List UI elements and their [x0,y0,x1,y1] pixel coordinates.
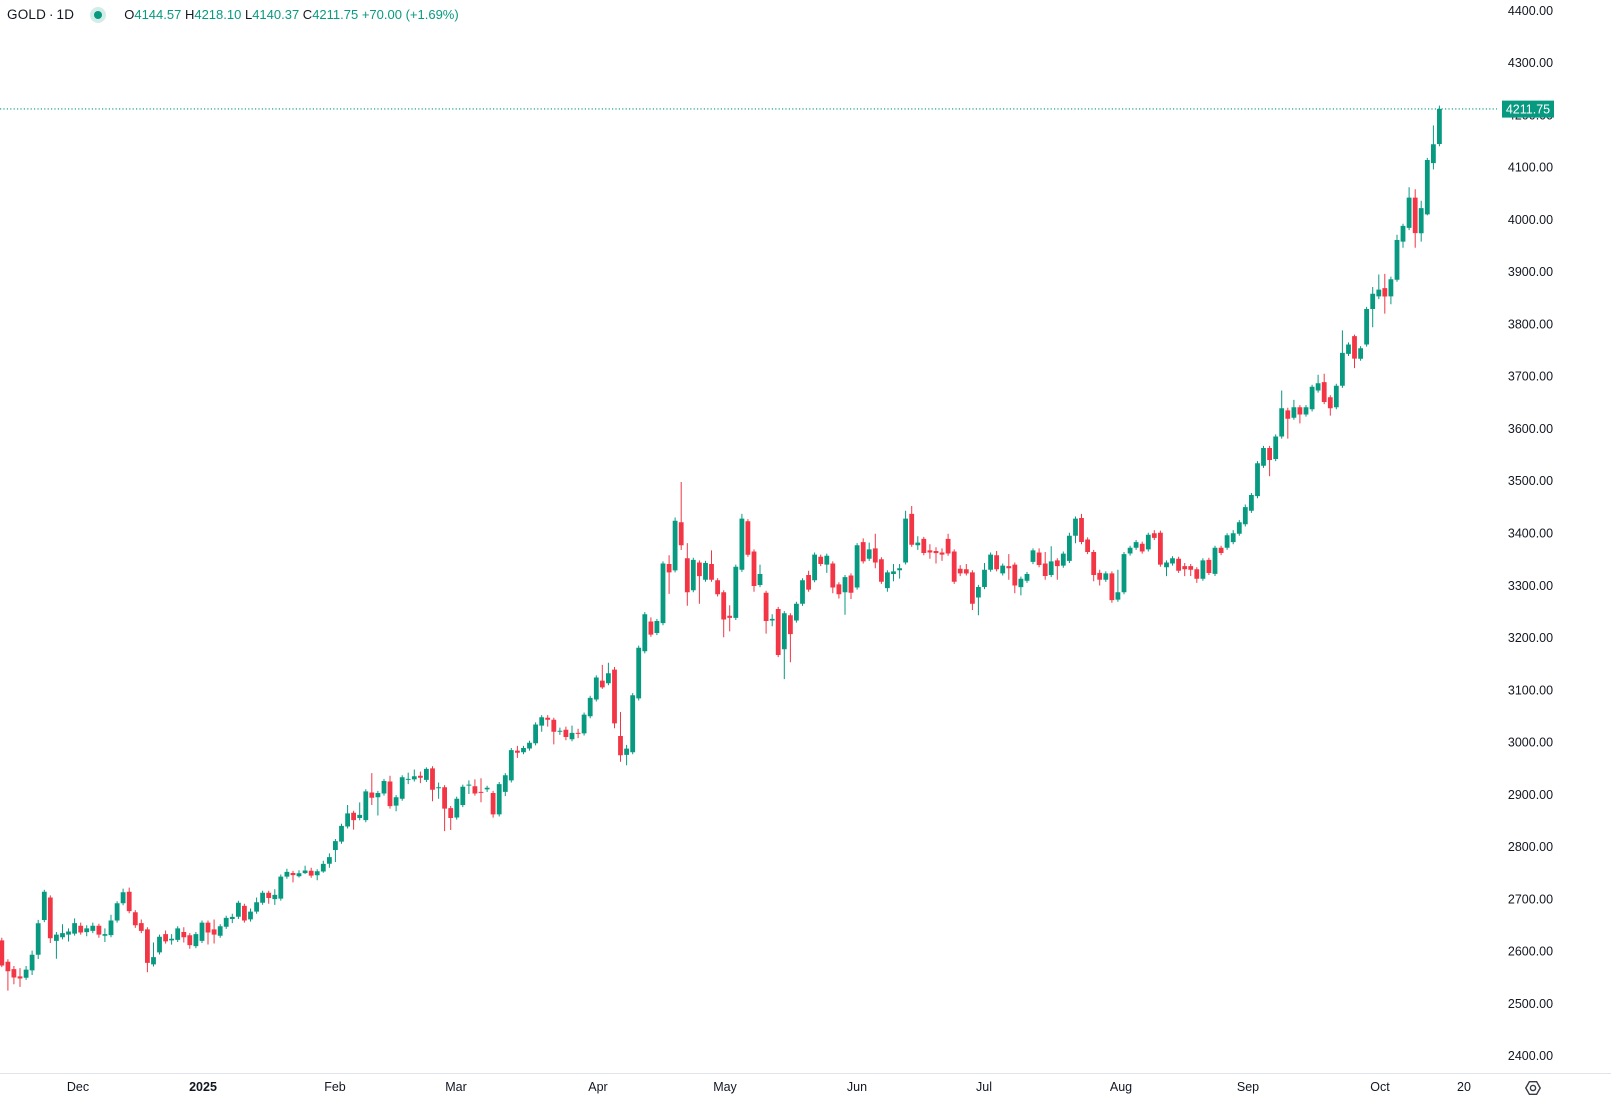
svg-text:Jun: Jun [847,1080,867,1094]
svg-text:4300.00: 4300.00 [1508,56,1553,70]
svg-text:20: 20 [1457,1080,1471,1094]
svg-text:Aug: Aug [1110,1080,1132,1094]
svg-text:Apr: Apr [588,1080,607,1094]
svg-text:2400.00: 2400.00 [1508,1049,1553,1063]
svg-text:3600.00: 3600.00 [1508,422,1553,436]
svg-text:Dec: Dec [67,1080,89,1094]
svg-text:3900.00: 3900.00 [1508,265,1553,279]
svg-text:4100.00: 4100.00 [1508,161,1553,175]
svg-text:2500.00: 2500.00 [1508,997,1553,1011]
svg-text:3400.00: 3400.00 [1508,527,1553,541]
svg-text:2025: 2025 [189,1080,217,1094]
svg-text:4000.00: 4000.00 [1508,213,1553,227]
svg-text:2800.00: 2800.00 [1508,840,1553,854]
svg-text:2900.00: 2900.00 [1508,788,1553,802]
svg-text:Feb: Feb [324,1080,346,1094]
svg-text:3500.00: 3500.00 [1508,474,1553,488]
svg-text:Jul: Jul [976,1080,992,1094]
svg-text:3800.00: 3800.00 [1508,317,1553,331]
svg-text:3000.00: 3000.00 [1508,736,1553,750]
svg-text:Oct: Oct [1370,1080,1390,1094]
svg-text:Mar: Mar [445,1080,467,1094]
svg-text:4400.00: 4400.00 [1508,4,1553,18]
svg-text:3200.00: 3200.00 [1508,631,1553,645]
svg-text:2700.00: 2700.00 [1508,892,1553,906]
svg-text:3700.00: 3700.00 [1508,370,1553,384]
svg-text:3300.00: 3300.00 [1508,579,1553,593]
svg-text:2600.00: 2600.00 [1508,945,1553,959]
svg-text:4211.75: 4211.75 [1506,102,1550,116]
svg-text:3100.00: 3100.00 [1508,683,1553,697]
svg-text:May: May [713,1080,737,1094]
svg-text:Sep: Sep [1237,1080,1259,1094]
